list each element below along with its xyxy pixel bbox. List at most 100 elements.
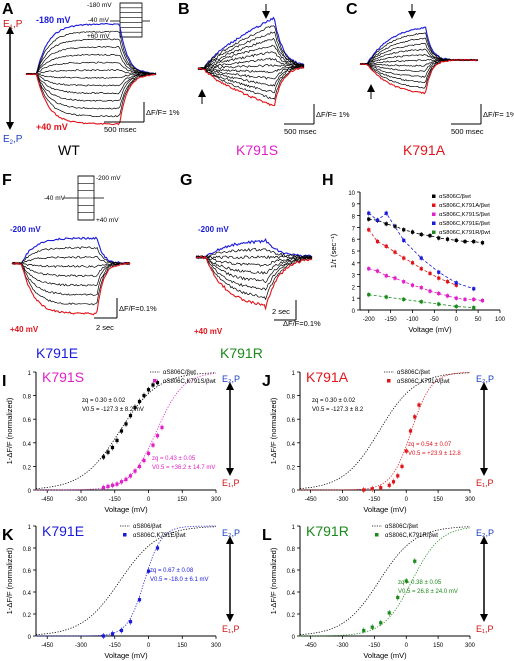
fluorescence-traces-f [11, 236, 131, 316]
fluorescence-traces-c [359, 26, 479, 95]
data-point [387, 611, 391, 615]
trace [25, 53, 157, 76]
data-point [445, 294, 450, 298]
x-tick-label: -200 [363, 317, 376, 323]
data-point [463, 239, 467, 244]
panel-letter-g: G [180, 172, 192, 189]
data-point [101, 455, 106, 459]
x-tick-label: -300 [336, 497, 349, 503]
data-point [384, 295, 388, 299]
data-point [393, 276, 397, 280]
fit-mut-z: zq = 0.54 ± 0.07 [408, 442, 452, 448]
panel-c: C ΔF/F= 1% 500 msec K791A [346, 1, 514, 158]
panel-b: B ΔF/F= 1% 500 msec K791S [178, 1, 350, 158]
panel-j: J -450 -300 -150 0 150 300 0 0.2 0.4 0.6 0.8 1 Volta… [262, 369, 494, 514]
data-point [393, 224, 397, 228]
y-axis-label: 1-ΔF/F (normalized) [5, 547, 14, 614]
y-tick-label: 1 [292, 525, 296, 531]
fit-mut-v: V0.5 = -18.0 ± 6.1 mV [150, 577, 209, 583]
data-point [404, 579, 408, 583]
data-point [384, 222, 388, 226]
data-point [115, 438, 119, 443]
y-tick-label: 0.8 [287, 395, 296, 401]
legend-entry: αS806C,K791S/βwt [439, 212, 490, 218]
data-point [445, 237, 450, 241]
data-point [119, 628, 124, 633]
trace [359, 58, 479, 78]
data-point [402, 297, 406, 301]
data-point [454, 304, 458, 309]
panel-l: L -450 -300 -150 0 150 300 0 0.2 0.4 0.6 0.8 1 Volta… [262, 523, 494, 660]
legend-entry: αS806C,K791A/βwt [439, 203, 490, 209]
data-point [146, 569, 151, 573]
construct-name-g: K791R [220, 345, 263, 361]
data-point [115, 482, 119, 486]
trace [11, 261, 131, 316]
y-tick-label: 1 [352, 297, 356, 303]
data-point [133, 405, 137, 409]
trace [25, 61, 157, 75]
construct-name: K791A [306, 369, 349, 385]
data-point [151, 443, 155, 447]
svg-text:E1,P: E1,P [3, 19, 23, 31]
x-tick-label: 0 [455, 317, 459, 323]
trace [359, 26, 479, 65]
y-tick-label: 0.2 [23, 465, 32, 471]
data-point [119, 429, 124, 433]
panel-h: H -200 -150 -100 -50 0 50 100 0 1 2 3 4 5 6 7 8 9 10 Volta… [322, 172, 506, 334]
data-point [480, 298, 485, 303]
construct-name: K791R [306, 523, 349, 539]
x-tick-label: -100 [406, 317, 419, 323]
data-point [410, 261, 415, 265]
data-point [410, 230, 415, 234]
svg-text:E₁,P: E₁,P [222, 478, 240, 488]
data-point [472, 306, 476, 310]
x-tick-label: -300 [75, 643, 88, 649]
x-tick-label: -450 [41, 643, 54, 649]
trace [25, 46, 157, 75]
data-point [480, 241, 485, 245]
trace [197, 44, 305, 70]
panel-letter-k: K [2, 527, 14, 544]
y-axis-label: 1-ΔF/F (normalized) [269, 397, 278, 464]
data-point [391, 480, 396, 484]
trace [197, 64, 305, 70]
data-point [396, 595, 400, 600]
y-tick-label: 0.4 [23, 442, 32, 448]
x-tick-label: 150 [177, 643, 188, 649]
data-point [367, 267, 371, 271]
mutant-fit-curve [300, 527, 471, 637]
fit-wt-z: zq = 0.30 ± 0.02 [82, 398, 126, 404]
data-point [463, 297, 467, 301]
data-point [417, 403, 421, 407]
x-tick-label: -300 [336, 643, 349, 649]
trace [25, 72, 157, 110]
x-tick-label: -300 [75, 497, 88, 503]
trace [195, 255, 313, 291]
scale-x-b: 500 msec [284, 127, 317, 136]
data-point [428, 271, 432, 276]
x-tick-label: 300 [465, 643, 476, 649]
panel-letter-a: A [2, 1, 14, 18]
svg-text:E₂,P: E₂,P [222, 374, 240, 384]
protocol-label-f3: +40 mV [96, 217, 119, 224]
data-point [133, 469, 137, 473]
scale-y-f: ΔF/F=0.1% [119, 304, 157, 313]
fit-mut-v: V0.5 = +36.2 ± 14.7 mV [152, 465, 215, 471]
data-point [396, 474, 400, 478]
data-point [128, 620, 133, 624]
data-point [124, 477, 128, 481]
data-point [413, 415, 417, 419]
legend-entry: αS806C/βwt [163, 370, 196, 376]
construct-name-f: K791E [36, 345, 78, 361]
legend-entry: αS806C,K791R/βwt [385, 533, 438, 539]
data-point [419, 285, 423, 290]
y-tick-label: 0.4 [23, 591, 32, 597]
fluorescence-traces-b [197, 16, 305, 107]
trace [25, 72, 157, 126]
data-point [437, 291, 441, 296]
y-tick-label: 0 [292, 489, 296, 495]
data-point [419, 232, 423, 237]
trace [25, 73, 157, 118]
data-point [110, 632, 115, 636]
